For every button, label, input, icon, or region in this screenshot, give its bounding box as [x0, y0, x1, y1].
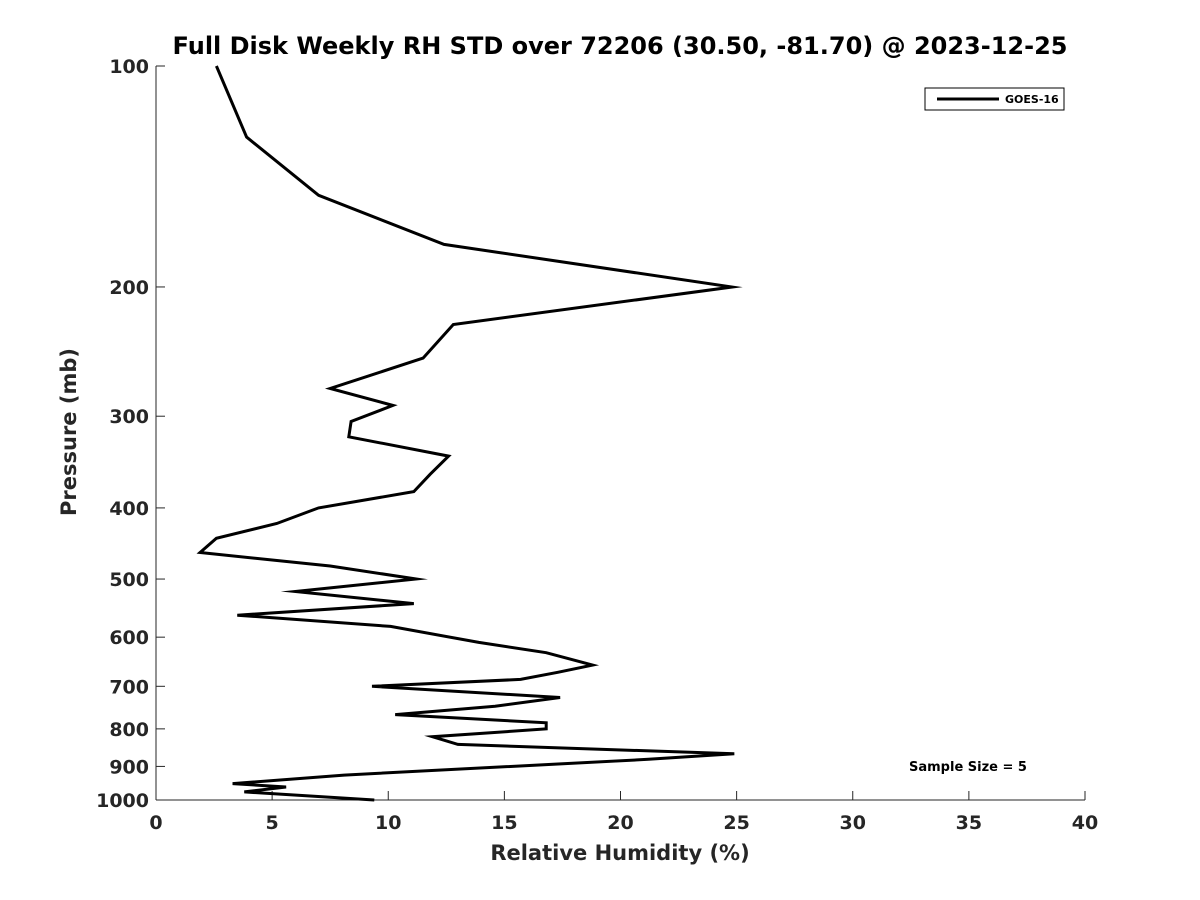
y-tick-label: 900: [109, 756, 149, 778]
legend: GOES-16: [924, 87, 1065, 111]
y-tick-label: 700: [109, 676, 149, 698]
y-tick-label: 100: [109, 56, 149, 78]
x-tick-label: 25: [723, 812, 749, 834]
y-tick-label: 300: [109, 406, 149, 428]
x-tick-label: 15: [491, 812, 517, 834]
x-tick-label: 30: [840, 812, 866, 834]
x-tick-label: 40: [1072, 812, 1098, 834]
x-tick-label: 20: [607, 812, 633, 834]
axes: 0 5 10 15 20 25 30 35 40 100 200 300 400 500 600 700 800…: [96, 56, 1098, 834]
x-tick-label: 35: [956, 812, 982, 834]
x-tick-label: 10: [375, 812, 401, 834]
series-line-goes-16: [196, 65, 743, 802]
x-tick-label: 0: [149, 812, 162, 834]
y-tick-label: 600: [109, 627, 149, 649]
sample-size-annotation: Sample Size = 5: [909, 760, 1027, 775]
legend-entry-goes-16: GOES-16: [1005, 93, 1059, 106]
y-tick-label: 400: [109, 498, 149, 520]
chart-title: Full Disk Weekly RH STD over 72206 (30.5…: [173, 32, 1068, 60]
y-tick-label: 200: [109, 277, 149, 299]
x-tick-label: 5: [266, 812, 279, 834]
y-axis-label: Pressure (mb): [57, 348, 81, 516]
y-tick-label: 500: [109, 569, 149, 591]
plot-area: [196, 65, 743, 802]
y-tick-label: 800: [109, 719, 149, 741]
x-axis-label: Relative Humidity (%): [490, 841, 749, 865]
y-tick-label: 1000: [96, 790, 149, 812]
